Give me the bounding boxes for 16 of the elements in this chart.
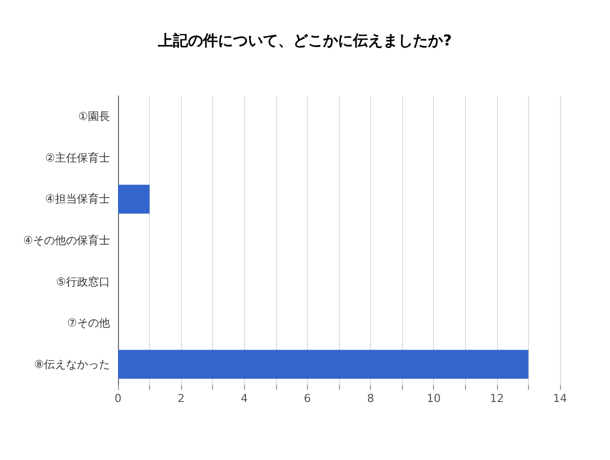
y-tick-label: ⑧伝えなかった bbox=[34, 358, 110, 371]
x-tick-label: 10 bbox=[426, 392, 441, 405]
y-tick-label: ⑤行政窓口 bbox=[56, 275, 110, 288]
y-tick-label: ②主任保育士 bbox=[45, 151, 110, 164]
x-tick-label: 8 bbox=[367, 392, 374, 405]
x-tick-label: 12 bbox=[490, 392, 504, 405]
chart-title: 上記の件について、どこかに伝えましたか? bbox=[157, 32, 452, 50]
x-tick-label: 14 bbox=[553, 392, 567, 405]
y-tick-label: ④担当保育士 bbox=[45, 192, 110, 206]
x-tick-label: 6 bbox=[304, 392, 311, 405]
x-tick-label: 2 bbox=[178, 392, 185, 405]
y-tick-label: ①園長 bbox=[78, 110, 110, 124]
x-tick-label: 4 bbox=[240, 392, 248, 405]
y-tick-label: ⑦その他 bbox=[67, 316, 110, 330]
y-tick-label: ④その他の保育士 bbox=[23, 234, 110, 247]
x-tick-label: 0 bbox=[114, 392, 122, 405]
